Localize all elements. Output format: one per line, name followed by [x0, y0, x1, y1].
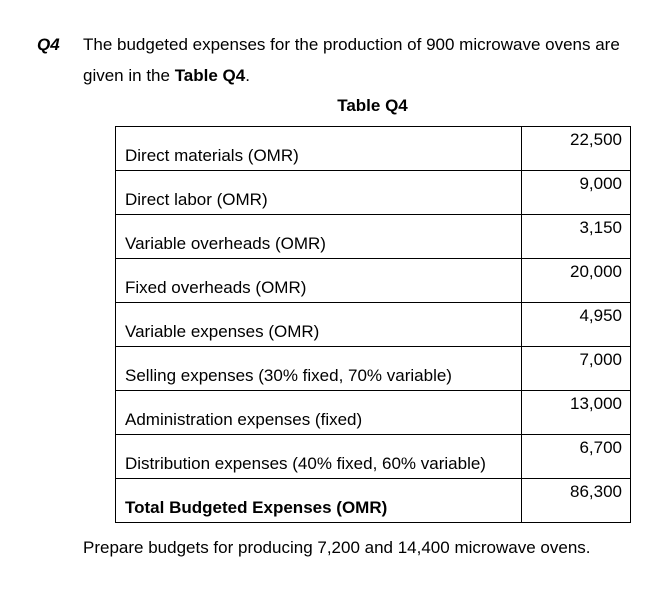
question-text-line-2-suffix: . [245, 66, 250, 85]
question-text-line-2-prefix: given in the [83, 66, 175, 85]
row-label: Fixed overheads (OMR) [115, 258, 522, 303]
row-value: 4,950 [521, 302, 631, 347]
total-label: Total Budgeted Expenses (OMR) [115, 478, 522, 523]
row-value: 9,000 [521, 170, 631, 215]
table-caption: Table Q4 [337, 96, 408, 115]
row-value: 22,500 [521, 126, 631, 171]
table-row: Selling expenses (30% fixed, 70% variabl… [115, 346, 631, 391]
row-value: 13,000 [521, 390, 631, 435]
table-row: Variable expenses (OMR) 4,950 [115, 302, 631, 347]
table-row: Fixed overheads (OMR) 20,000 [115, 258, 631, 303]
row-label: Variable expenses (OMR) [115, 302, 522, 347]
question-number: Q4 [37, 35, 60, 54]
table-row: Direct materials (OMR) 22,500 [115, 126, 631, 171]
row-value: 3,150 [521, 214, 631, 259]
total-value: 86,300 [521, 478, 631, 523]
row-label: Direct materials (OMR) [115, 126, 522, 171]
table-reference: Table Q4 [174, 66, 246, 85]
table-row: Administration expenses (fixed) 13,000 [115, 390, 631, 435]
row-value: 20,000 [521, 258, 631, 303]
row-label: Direct labor (OMR) [115, 170, 522, 215]
question-text-line-2: given in the Table Q4. [83, 66, 250, 86]
row-label: Selling expenses (30% fixed, 70% variabl… [115, 346, 522, 391]
instruction-text: Prepare budgets for producing 7,200 and … [83, 538, 591, 557]
row-value: 6,700 [521, 434, 631, 479]
row-label: Distribution expenses (40% fixed, 60% va… [115, 434, 522, 479]
row-value: 7,000 [521, 346, 631, 391]
question-text-line-1: The budgeted expenses for the production… [83, 35, 620, 54]
table-row: Direct labor (OMR) 9,000 [115, 170, 631, 215]
table-row: Distribution expenses (40% fixed, 60% va… [115, 434, 631, 479]
total-row: Total Budgeted Expenses (OMR) 86,300 [115, 478, 631, 523]
table-row: Variable overheads (OMR) 3,150 [115, 214, 631, 259]
row-label: Administration expenses (fixed) [115, 390, 522, 435]
row-label: Variable overheads (OMR) [115, 214, 522, 259]
budget-table: Direct materials (OMR) 22,500 Direct lab… [115, 126, 631, 523]
